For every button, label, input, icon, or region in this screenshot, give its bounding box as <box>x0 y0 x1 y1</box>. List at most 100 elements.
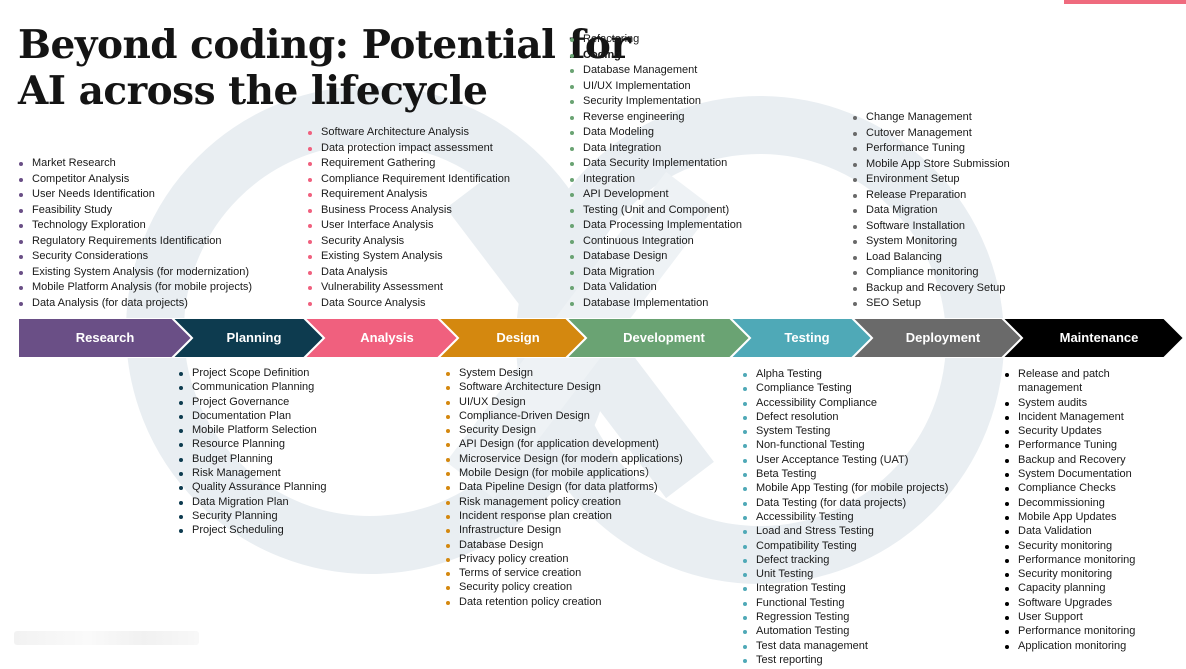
list-item-label: Compliance Checks <box>1018 482 1116 495</box>
list-item: System Documentation <box>1004 467 1142 481</box>
list-item: Application monitoring <box>1004 639 1142 653</box>
list-item-label: Feasibility Study <box>32 203 113 216</box>
list-item-label: Mobile Platform Selection <box>192 424 317 437</box>
list-item-label: Mobile Platform Analysis (for mobile pro… <box>32 281 253 293</box>
bullet-icon <box>179 443 183 448</box>
bullet-icon <box>446 572 450 577</box>
list-item: Data Migration <box>569 265 742 281</box>
list-item: Quality Assurance Planning <box>178 480 327 494</box>
bullet-icon <box>570 38 574 42</box>
list-item-label: Terms of service creation <box>459 567 582 580</box>
list-item: Software Architecture Design <box>445 380 683 394</box>
list-item: Data Testing (for data projects) <box>742 496 948 510</box>
list-item-label: Compliance monitoring <box>866 266 979 278</box>
list-item-label: SEO Setup <box>866 297 922 309</box>
stage-shape <box>304 318 458 358</box>
list-item-label: Data Source Analysis <box>321 296 426 309</box>
list-item-label: Business Process Analysis <box>321 203 452 216</box>
list-item-label: Test data management <box>756 639 868 652</box>
list-item-label: Application monitoring <box>1018 639 1127 652</box>
bullet-icon <box>853 162 857 167</box>
bullet-icon <box>179 372 183 376</box>
list-item: Existing System Analysis <box>307 249 510 265</box>
list-item: Terms of service creation <box>445 566 683 580</box>
stage-deployment[interactable]: Deployment <box>852 318 1022 358</box>
list-item-label: Release Preparation <box>866 188 967 201</box>
bullet-icon <box>570 84 574 89</box>
list-item-label: Load and Stress Testing <box>756 525 874 538</box>
list-item: Load and Stress Testing <box>742 524 948 538</box>
list-item: Security Implementation <box>569 94 742 110</box>
bullet-icon <box>446 543 450 548</box>
bullet-icon <box>743 658 747 663</box>
list-item-label: Documentation Plan <box>192 409 292 422</box>
list-item: User Interface Analysis <box>307 218 510 234</box>
list-item-label: Project Scope Definition <box>192 367 310 379</box>
bullet-icon <box>19 286 23 290</box>
list-item: User Acceptance Testing (UAT) <box>742 453 948 467</box>
list-item: Project Scheduling <box>178 523 327 537</box>
list-item: Test data management <box>742 639 948 653</box>
list-item: Data Pipeline Design (for data platforms… <box>445 480 683 494</box>
stage-analysis[interactable]: Analysis <box>304 318 458 358</box>
list-item-label: Load Balancing <box>866 250 942 263</box>
bullet-icon <box>19 270 23 275</box>
bullet-icon <box>743 601 747 606</box>
bullet-icon <box>743 487 747 492</box>
stage-shape <box>566 318 750 358</box>
bullet-icon <box>570 208 574 213</box>
list-item-label: Security Implementation <box>583 95 701 107</box>
list-item-label: Environment Setup <box>866 173 960 185</box>
list-item-label: Security monitoring <box>1018 539 1113 552</box>
list-item: Cutover Management <box>852 126 1010 142</box>
bullet-icon <box>570 301 574 306</box>
stage-testing[interactable]: Testing <box>730 318 872 358</box>
list-item-label: Automation Testing <box>756 625 850 638</box>
bullet-icon <box>1005 644 1009 649</box>
stage-research[interactable]: Research <box>18 318 192 358</box>
list-item: Compliance Testing <box>742 381 948 395</box>
bullet-icon <box>1005 587 1009 592</box>
list-item: Feasibility Study <box>18 203 252 219</box>
bullet-icon <box>179 400 183 405</box>
list-item-label: User Interface Analysis <box>321 219 434 231</box>
list-item: Testing (Unit and Component) <box>569 203 742 219</box>
bullet-icon <box>1005 444 1009 449</box>
list-item: Software Installation <box>852 219 1010 235</box>
chevron-arrow-icon <box>566 318 750 358</box>
stage-planning[interactable]: Planning <box>172 318 324 358</box>
list-item-label: Risk management policy creation <box>459 495 622 508</box>
bullet-icon <box>446 400 450 405</box>
list-item-label: Competitor Analysis <box>32 172 130 185</box>
list-item-label: Software Architecture Analysis <box>321 126 469 138</box>
list-item: Existing System Analysis (for modernizat… <box>18 265 252 281</box>
bullet-icon <box>743 644 747 649</box>
bullet-icon <box>853 116 857 120</box>
list-item: Requirement Gathering <box>307 156 510 172</box>
stage-maintenance[interactable]: Maintenance <box>1002 318 1184 358</box>
list-item: Security Considerations <box>18 249 252 265</box>
list-item-label: Decommissioning <box>1018 496 1105 509</box>
bullet-icon <box>446 600 450 605</box>
list-item-label: Coding <box>583 48 621 61</box>
bullet-icon <box>853 286 857 291</box>
development-list: Refactoring Coding Database Management UI/U… <box>569 32 742 311</box>
stage-development[interactable]: Development <box>566 318 750 358</box>
list-item-label: API Design (for application development) <box>459 438 659 451</box>
list-item-label: Data Analysis (for data projects) <box>32 296 188 309</box>
bullet-icon <box>308 162 312 166</box>
list-item-label: Requirement Analysis <box>321 188 428 200</box>
list-item-label: Non-functional Testing <box>756 439 865 452</box>
stage-design[interactable]: Design <box>438 318 586 358</box>
bullet-icon <box>1005 487 1009 492</box>
list-item: Mobile Design (for mobile applications） <box>445 466 683 480</box>
list-item: API Design (for application development) <box>445 437 683 451</box>
list-item: Software Upgrades <box>1004 596 1142 610</box>
list-item-label: Unit Testing <box>756 568 814 581</box>
company-logo <box>14 631 199 645</box>
list-item: Market Research <box>18 156 252 172</box>
list-item-label: Vulnerability Assessment <box>321 281 443 293</box>
list-item: Data Validation <box>569 280 742 296</box>
list-item: Accessibility Compliance <box>742 396 948 410</box>
bullet-icon <box>179 500 183 505</box>
